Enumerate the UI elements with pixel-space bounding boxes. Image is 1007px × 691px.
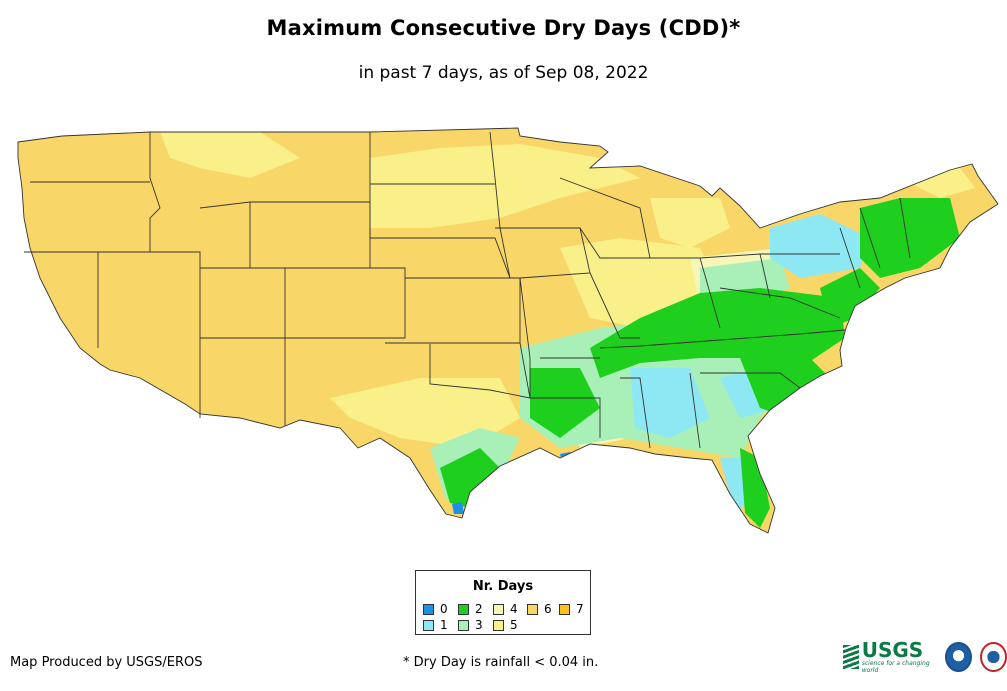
map-subtitle: in past 7 days, as of Sep 08, 2022: [358, 63, 649, 83]
usgs-tagline: science for a changing world: [861, 660, 930, 674]
agency-logos: USGS science for a changing world: [843, 640, 1007, 674]
region-5-days-montana: [160, 132, 300, 178]
legend-label-6: 6: [544, 602, 552, 616]
legend-label-0: 0: [440, 602, 448, 616]
legend-swatch-6: [527, 603, 538, 615]
cdd-regions: [160, 132, 975, 528]
usgs-wordmark: USGS: [861, 638, 924, 662]
region-5-days-michigan: [650, 198, 730, 248]
region-1-day-pennsylvania: [770, 214, 870, 278]
legend-swatch-3: [458, 619, 469, 631]
region-0-days-texas: [452, 502, 464, 514]
region-2-days-louisiana: [530, 368, 600, 438]
region-2-days-florida: [740, 448, 770, 528]
legend-item-2: 2: [458, 602, 483, 616]
region-1-day-alabama: [630, 368, 710, 438]
dry-day-footnote: * Dry Day is rainfall < 0.04 in.: [403, 655, 599, 670]
region-2-days-new-england: [860, 198, 960, 278]
usgs-wave-icon: [843, 645, 859, 669]
nws-logo-icon: [980, 642, 1007, 672]
legend-label-7: 7: [576, 602, 584, 616]
map-title: Maximum Consecutive Dry Days (CDD)*: [266, 16, 741, 40]
usgs-logo: USGS science for a changing world: [843, 640, 937, 674]
legend-item-4: 4: [493, 602, 518, 616]
map-credit: Map Produced by USGS/EROS: [10, 655, 203, 670]
legend-swatch-1: [423, 619, 434, 631]
cdd-map: [17, 127, 999, 534]
legend-swatch-5: [493, 619, 504, 631]
legend-swatch-4: [493, 603, 504, 615]
legend-swatch-0: [423, 603, 434, 615]
legend-item-1: 1: [423, 618, 448, 632]
legend-item-3: 3: [458, 618, 483, 632]
region-2-days-mid-atlantic: [820, 268, 880, 328]
legend-item-7: 7: [559, 602, 584, 616]
region-2-days-texas-coast: [440, 448, 500, 508]
legend-label-1: 1: [440, 618, 448, 632]
legend-swatch-2: [458, 603, 469, 615]
region-5-days-north: [370, 144, 640, 228]
legend-item-5: 5: [493, 618, 518, 632]
legend-label-4: 4: [510, 602, 518, 616]
legend-label-3: 3: [475, 618, 483, 632]
noaa-logo-icon: [945, 642, 973, 672]
legend-item-0: 0: [423, 602, 448, 616]
legend-label-5: 5: [510, 618, 518, 632]
legend-swatch-7: [559, 603, 570, 615]
legend-label-2: 2: [475, 602, 483, 616]
legend: Nr. Days 0 1 2 3 4 5 6 7: [415, 570, 591, 635]
region-5-days-texas: [330, 378, 520, 448]
state-borders: [17, 127, 999, 534]
legend-title: Nr. Days: [472, 579, 534, 594]
legend-item-6: 6: [527, 602, 552, 616]
